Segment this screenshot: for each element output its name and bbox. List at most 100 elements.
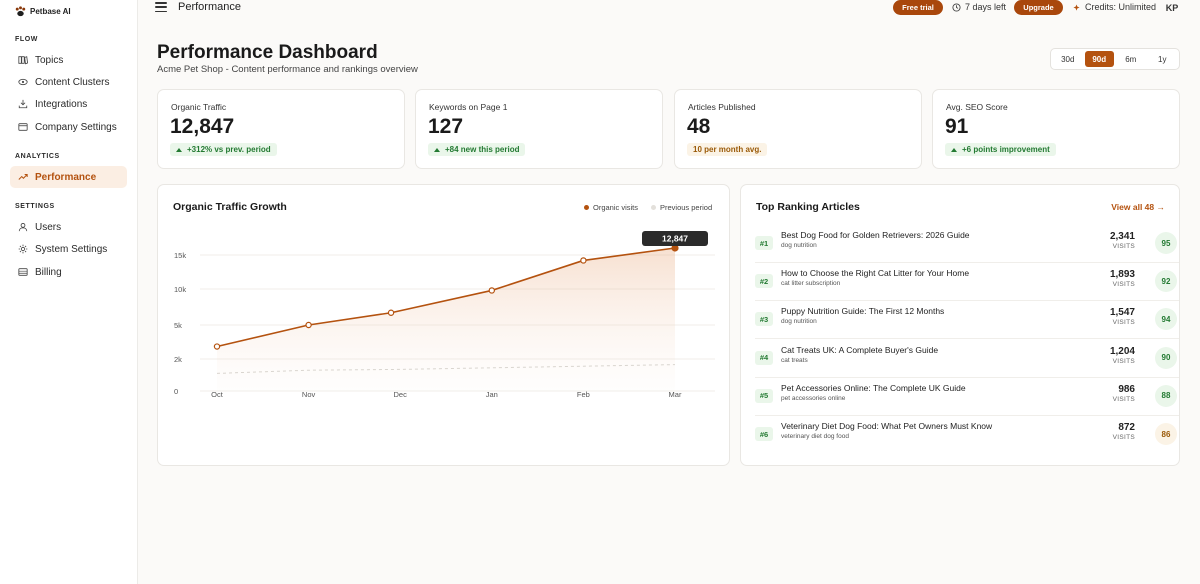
- sidebar-item-label: System Settings: [35, 243, 108, 255]
- article-title: How to Choose the Right Cat Litter for Y…: [781, 268, 970, 279]
- stat-trend-text: +84 new this period: [445, 145, 520, 154]
- article-title: Cat Treats UK: A Complete Buyer's Guide: [781, 344, 939, 355]
- article-title: Veterinary Diet Dog Food: What Pet Owner…: [781, 421, 993, 431]
- stat-value: 48: [687, 115, 711, 138]
- article-row[interactable]: #1 Best Dog Food for Golden Retrievers: 2…: [755, 225, 1179, 263]
- topbar: Performance Free trial 7 days left Upgra…: [138, 0, 1200, 16]
- sidebar-item-users[interactable]: Users: [10, 216, 127, 238]
- sidebar-item-label: Topics: [35, 54, 64, 66]
- stat-label: Organic Traffic: [171, 102, 227, 112]
- sidebar-item-label: Billing: [35, 266, 62, 278]
- data-point: [213, 343, 221, 350]
- article-row[interactable]: #5 Pet Accessories Online: The Complete U…: [755, 378, 1179, 416]
- data-point: [580, 257, 587, 264]
- legend-item-previous: Previous period: [651, 203, 712, 212]
- article-rank: #6: [755, 427, 773, 441]
- sidebar-item-billing[interactable]: Billing: [10, 261, 127, 283]
- article-visits: 1,204: [1109, 345, 1135, 357]
- y-tick-label: 10k: [174, 285, 186, 294]
- avatar[interactable]: KP: [1165, 3, 1179, 13]
- trend-up-icon: [434, 147, 440, 152]
- stat-trend-text: 10 per month avg.: [693, 145, 762, 154]
- seo-score-badge: 86: [1155, 423, 1177, 445]
- stat-card-articles-published: Articles Published 48 10 per month avg.: [674, 89, 922, 169]
- article-visits-label: VISITS: [1112, 319, 1135, 327]
- seo-score-badge: 90: [1155, 346, 1177, 369]
- stat-card-organic-traffic: Organic Traffic 12,847 +312% vs prev. pe…: [157, 89, 405, 169]
- range-90d-button[interactable]: 90d: [1084, 51, 1114, 67]
- article-rank: #3: [755, 312, 773, 327]
- download-icon: [18, 99, 28, 109]
- chart-title: Organic Traffic Growth: [173, 201, 287, 213]
- article-keyword: dog nutrition: [781, 242, 817, 249]
- seo-score-badge: 94: [1155, 308, 1177, 331]
- sidebar-item-content-clusters[interactable]: Content Clusters: [10, 71, 127, 93]
- sidebar-section-analytics: ANALYTICS: [15, 153, 60, 160]
- article-keyword: cat litter subscription: [781, 280, 841, 288]
- x-tick-label: Dec: [394, 390, 408, 399]
- article-rank: #2: [755, 274, 773, 289]
- article-visits: 872: [1118, 422, 1135, 433]
- page-title: Performance Dashboard: [157, 42, 378, 63]
- article-keyword: pet accessories online: [781, 394, 846, 402]
- y-tick-label: 2k: [174, 355, 182, 364]
- x-tick-label: Nov: [302, 390, 316, 399]
- series-organic-line: [216, 247, 676, 348]
- article-visits-label: VISITS: [1112, 357, 1135, 365]
- sidebar-item-system-settings[interactable]: System Settings: [10, 238, 127, 260]
- upgrade-button[interactable]: Upgrade: [1014, 0, 1063, 15]
- stat-value: 127: [428, 115, 464, 138]
- traffic-line-chart: 0 2k 5k 10k 15k Oct Nov Dec Jan Feb Mar 12,847: [174, 231, 715, 399]
- sidebar-item-label: Users: [35, 221, 62, 233]
- range-6m-button[interactable]: 6m: [1125, 54, 1137, 64]
- topbar-title: Performance: [178, 1, 241, 13]
- eye-icon: [18, 78, 28, 86]
- stat-label: Articles Published: [688, 102, 756, 112]
- series-area: [217, 248, 675, 391]
- article-keyword: dog nutrition: [781, 318, 817, 326]
- article-row[interactable]: #4 Cat Treats UK: A Complete Buyer's Guid…: [755, 340, 1179, 378]
- billing-icon: [18, 268, 28, 276]
- range-30d-button[interactable]: 30d: [1061, 54, 1075, 64]
- value-tooltip-text: 12,847: [662, 234, 688, 244]
- trial-days-left: 7 days left: [952, 2, 1006, 12]
- article-keyword: veterinary diet dog food: [781, 433, 849, 440]
- article-row[interactable]: #6 Veterinary Diet Dog Food: What Pet Own…: [755, 416, 1179, 454]
- sidebar-item-performance[interactable]: Performance: [10, 166, 127, 188]
- y-tick-label: 5k: [174, 321, 182, 330]
- free-trial-badge[interactable]: Free trial: [893, 0, 943, 15]
- sidebar-section-flow: FLOW: [15, 36, 39, 43]
- traffic-chart-card: Organic Traffic Growth Organic visits Pr…: [157, 184, 730, 466]
- trend-up-icon: [176, 147, 182, 152]
- menu-toggle-icon[interactable]: [155, 2, 167, 12]
- article-row[interactable]: #2 How to Choose the Right Cat Litter for…: [755, 263, 1179, 302]
- date-range-selector: 30d 90d 6m 1y: [1050, 48, 1180, 70]
- legend-dot: [584, 205, 589, 210]
- credits-indicator: Credits: Unlimited: [1073, 2, 1156, 12]
- book-icon: [18, 56, 28, 65]
- sidebar-item-label: Content Clusters: [35, 76, 110, 88]
- credits-label: Credits: Unlimited: [1085, 2, 1157, 12]
- trend-icon: [18, 174, 28, 180]
- stat-trend-badge: +84 new this period: [428, 143, 526, 156]
- article-keyword: cat treats: [781, 356, 808, 364]
- view-all-link[interactable]: View all 48 →: [1111, 202, 1165, 212]
- sidebar-item-integrations[interactable]: Integrations: [10, 93, 127, 115]
- sidebar-item-topics[interactable]: Topics: [10, 49, 127, 71]
- seo-score-badge: 88: [1155, 384, 1177, 407]
- sidebar-item-company-settings[interactable]: Company Settings: [10, 116, 127, 138]
- stat-trend-text: +6 points improvement: [962, 145, 1050, 154]
- trend-up-icon: [951, 147, 957, 152]
- x-tick-label: Oct: [211, 390, 224, 399]
- sidebar-section-settings: SETTINGS: [15, 203, 55, 210]
- stat-value: 12,847: [170, 115, 235, 138]
- data-point: [305, 321, 312, 329]
- article-rank: #1: [755, 236, 773, 250]
- brand-logo[interactable]: Petbase AI: [14, 5, 71, 18]
- days-left-label: 7 days left: [965, 2, 1007, 12]
- seo-score-badge: 92: [1155, 270, 1177, 293]
- article-visits-label: VISITS: [1112, 243, 1135, 250]
- article-visits: 1,547: [1109, 307, 1135, 319]
- range-1y-button[interactable]: 1y: [1158, 54, 1167, 64]
- article-row[interactable]: #3 Puppy Nutrition Guide: The First 12 Mo…: [755, 301, 1179, 340]
